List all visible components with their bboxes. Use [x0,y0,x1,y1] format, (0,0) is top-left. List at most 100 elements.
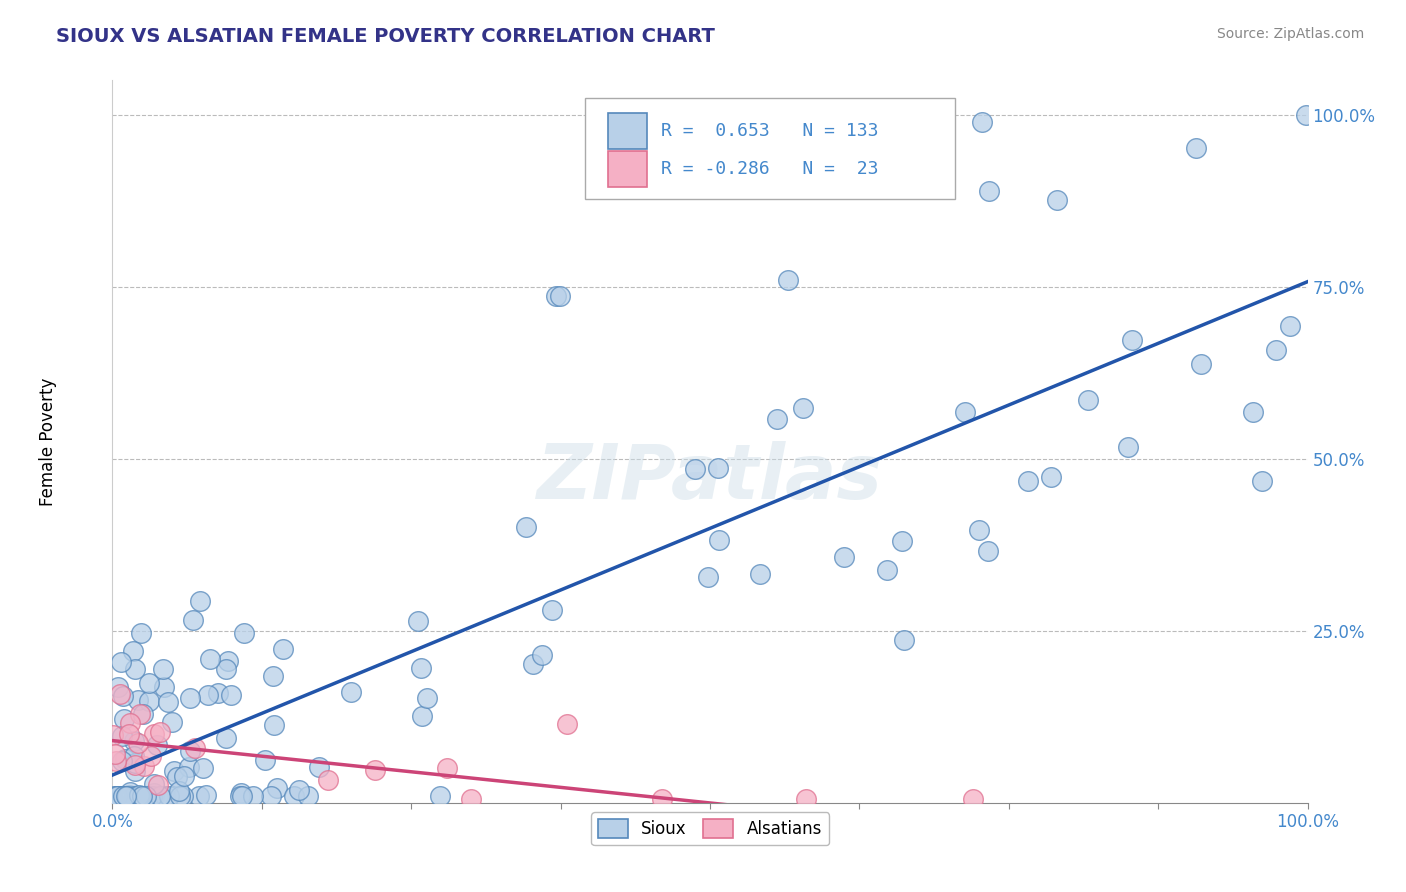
Point [540,603,562,617]
Point [114,752,136,766]
Text: Source: ZipAtlas.com: Source: ZipAtlas.com [1216,27,1364,41]
Legend: Sioux, Alsatians: Sioux, Alsatians [591,813,830,845]
Point [832,549,855,564]
FancyBboxPatch shape [585,98,955,200]
Point [1046,193,1069,207]
Point [876,563,898,577]
Point [167,783,190,797]
Point [152,662,174,676]
Point [955,405,977,419]
Point [188,593,211,607]
Point [308,760,330,774]
Point [132,707,155,722]
Point [976,544,998,558]
Point [1265,343,1288,357]
Point [544,289,567,303]
Point [173,769,195,783]
Point [316,772,339,787]
Point [429,789,451,803]
Point [229,789,252,803]
Point [197,688,219,702]
Point [155,789,177,803]
Point [142,777,165,791]
Point [179,690,201,705]
Point [271,641,294,656]
Point [651,792,673,806]
Point [138,676,160,690]
Point [129,789,152,803]
Point [215,731,238,745]
Point [107,789,129,803]
Point [146,789,169,803]
Point [198,652,221,666]
Text: R = -0.286   N =  23: R = -0.286 N = 23 [661,161,879,178]
Point [146,778,169,792]
Point [166,770,188,784]
Point [231,786,253,800]
Point [297,789,319,803]
Point [972,114,994,128]
Point [107,680,129,694]
Point [193,761,215,775]
Point [112,789,135,803]
Point [340,685,363,699]
Point [157,789,180,803]
Point [111,789,134,803]
Bar [609,112,647,149]
Point [231,789,253,803]
Point [893,633,915,648]
Point [169,789,191,803]
Point [149,789,172,803]
Point [115,789,138,803]
Point [105,789,128,803]
Point [125,789,148,803]
Point [157,695,180,709]
Point [138,694,160,708]
Point [112,689,135,703]
Point [792,401,814,416]
Text: R =  0.653   N = 133: R = 0.653 N = 133 [661,122,879,140]
Point [1241,405,1264,419]
Point [967,523,990,537]
Point [409,661,432,675]
Point [124,733,146,747]
Point [124,789,146,803]
Point [118,715,141,730]
Point [283,789,305,803]
Point [104,754,127,768]
Point [436,761,458,775]
Point [129,706,152,721]
Point [111,729,134,743]
Point [146,739,169,753]
Point [522,657,544,671]
Point [131,789,153,803]
Point [215,662,238,676]
Point [217,654,239,668]
Point [135,789,157,803]
Point [776,272,799,286]
Point [127,692,149,706]
Point [1189,357,1212,371]
Point [260,789,283,803]
Point [124,758,146,772]
Point [111,789,134,803]
Point [254,753,277,767]
Point [979,184,1001,198]
Point [101,728,124,742]
Text: ZIPatlas: ZIPatlas [537,441,883,515]
Point [172,789,194,803]
Point [110,655,132,669]
Point [121,789,143,803]
Point [179,744,201,758]
Point [748,566,770,581]
Text: SIOUX VS ALSATIAN FEMALE POVERTY CORRELATION CHART: SIOUX VS ALSATIAN FEMALE POVERTY CORRELA… [56,27,716,45]
Point [122,644,145,658]
Point [163,764,186,778]
Point [139,789,162,803]
Point [207,686,229,700]
Point [233,626,256,640]
Point [1279,318,1302,333]
Point [149,725,172,739]
Point [124,756,146,770]
Point [122,748,145,763]
